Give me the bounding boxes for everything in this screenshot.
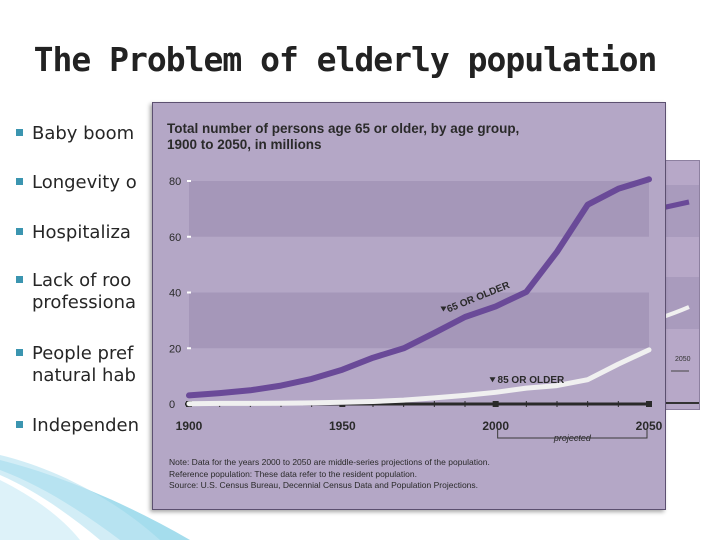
decorative-swoosh: [0, 455, 190, 540]
bullet-text: Independen: [32, 415, 140, 436]
square-bullet-icon: [16, 421, 23, 428]
bullet-text: Longevity o: [32, 172, 137, 193]
slide-title: The Problem of elderly population: [33, 40, 658, 79]
series-65-or-older-line: [186, 176, 652, 399]
swoosh-shape: [0, 455, 160, 540]
chart-band: [189, 181, 649, 237]
x-major-tick: [492, 401, 499, 407]
projected-label: projected: [553, 433, 592, 443]
chart-note-line: Note: Data for the years 2000 to 2050 ar…: [169, 457, 490, 467]
x-tick-label: 2050: [636, 419, 663, 433]
bullet-text: natural hab: [32, 365, 136, 386]
bullet-text: Hospitaliza: [32, 222, 131, 243]
y-tick-label: 20: [169, 343, 181, 355]
chart-notes: Note: Data for the years 2000 to 2050 ar…: [169, 457, 649, 492]
x-tick-label: 2000: [482, 419, 509, 433]
chart-card: Total number of persons age 65 or older,…: [152, 102, 666, 510]
y-tick-label: 40: [169, 288, 181, 300]
y-tick-label: 60: [169, 232, 181, 244]
x-tick-label: 1900: [176, 419, 203, 433]
series-85-or-older-line: [186, 347, 652, 407]
chart-title-line: 1900 to 2050, in millions: [167, 137, 322, 152]
square-bullet-icon: [16, 178, 23, 185]
square-bullet-icon: [16, 349, 23, 356]
square-bullet-icon: [16, 228, 23, 235]
square-bullet-icon: [16, 129, 23, 136]
chart-title-line: Total number of persons age 65 or older,…: [167, 121, 520, 136]
square-bullet-icon: [16, 276, 23, 283]
series-label-arrow-icon: [440, 306, 447, 312]
x-major-tick: [646, 401, 652, 407]
bullet-text: Baby boom: [32, 123, 135, 144]
chart-note-line: Reference population: These data refer t…: [169, 468, 417, 479]
bullet-text: People pref: [32, 343, 134, 364]
y-tick-label: 0: [169, 399, 175, 411]
chart-title: Total number of persons age 65 or older,…: [167, 121, 567, 153]
bullet-text: professiona: [32, 292, 137, 313]
bullet-text: Lack of roo: [32, 270, 132, 291]
series-label-arrow-icon: [489, 377, 496, 383]
chart-note-line: Source: U.S. Census Bureau, Decennial Ce…: [169, 480, 479, 490]
y-tick-label: 80: [169, 176, 181, 188]
x-tick-label: 1950: [329, 419, 356, 433]
series-label-85: 85 OR OLDER: [498, 375, 565, 386]
projected-bracket: [497, 428, 648, 439]
bg-tick-label: 2050: [675, 356, 691, 363]
swoosh-shape: [0, 480, 80, 540]
